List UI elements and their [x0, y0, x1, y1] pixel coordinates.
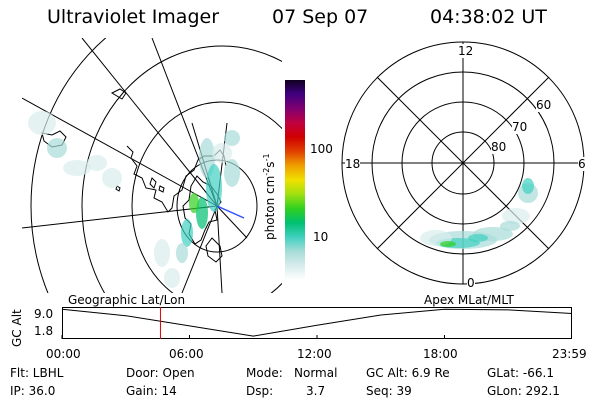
- alt-xtick-3: 18:00: [423, 347, 458, 361]
- aurora-pixel: [502, 208, 530, 224]
- aurora-pixel: [196, 197, 208, 229]
- aurora-pixel: [154, 239, 170, 267]
- aurora-pixel: [522, 178, 534, 194]
- lon-line: [151, 38, 218, 207]
- colorbar-tick-10: 10: [313, 230, 329, 244]
- aurora-pixel: [440, 241, 456, 247]
- coastline: [205, 237, 223, 263]
- aurora-pixel: [224, 159, 240, 187]
- alt-xtick-1: 06:00: [169, 347, 204, 361]
- lat-circle: [131, 101, 282, 293]
- seq-info: Seq: 39: [366, 384, 412, 398]
- lon-line: [22, 97, 218, 207]
- alt-xtick-4: 23:59: [552, 347, 587, 361]
- alt-xtick-2: 12:00: [297, 347, 332, 361]
- flt-info: Flt: LBHL: [10, 366, 64, 380]
- gc-alt-info: GC Alt: 6.9 Re: [366, 366, 450, 380]
- mlat-label-70: 70: [512, 120, 528, 134]
- lon-line: [216, 205, 223, 293]
- lat-circle: [81, 45, 282, 293]
- coastline: [115, 185, 121, 192]
- polar-plot-title: Apex MLat/MLT: [424, 293, 514, 307]
- time-label: 04:38:02 UT: [430, 6, 547, 28]
- aurora-pixel: [28, 111, 56, 135]
- ip-info: IP: 36.0: [10, 384, 56, 398]
- glon-info: GLon: 292.1: [487, 384, 560, 398]
- aurora-pixel: [47, 138, 67, 158]
- alt-ytick-9: 9.0: [34, 307, 54, 321]
- colorbar-label: photon cm-2s-1: [262, 153, 277, 240]
- glat-info: GLat: -66.1: [487, 366, 554, 380]
- alt-ytick-1-8: 1.8: [34, 324, 54, 338]
- aurora-pixel: [500, 221, 520, 231]
- coastline: [110, 88, 127, 100]
- aurora-pixel: [212, 143, 232, 163]
- mode-value: Normal: [294, 366, 338, 380]
- aurora-pixel: [468, 234, 488, 242]
- aurora-pixel: [206, 164, 222, 212]
- lon-line: [216, 205, 248, 239]
- app-title: Ultraviolet Imager: [47, 6, 220, 28]
- aurora-pixel: [176, 243, 188, 263]
- mlt-label-18: 18: [345, 157, 361, 171]
- mlt-line: [376, 76, 550, 250]
- direction-line: [216, 205, 245, 219]
- aurora-pixel: [102, 168, 122, 188]
- mode-label: Mode:: [246, 366, 283, 380]
- coastline: [149, 177, 157, 189]
- lon-line: [22, 205, 218, 229]
- polar-plot: [341, 41, 585, 285]
- mlt-label-12: 12: [458, 44, 474, 58]
- colorbar: [285, 80, 305, 280]
- aurora-pixel: [189, 193, 199, 213]
- aurora-pixel: [87, 155, 107, 171]
- mlat-label-60: 60: [536, 98, 552, 112]
- aurora-pixel: [224, 130, 240, 146]
- lon-line: [181, 205, 218, 293]
- dsp-value: 3.7: [306, 384, 326, 398]
- gain-info: Gain: 14: [126, 384, 177, 398]
- mlt-label-6: 6: [578, 157, 586, 171]
- alt-ylabel: GC Alt: [10, 309, 24, 347]
- geographic-map: [22, 38, 282, 293]
- date-label: 07 Sep 07: [272, 6, 369, 28]
- mlat-label-80: 80: [491, 140, 507, 154]
- dsp-label: Dsp:: [246, 384, 274, 398]
- altitude-plot: [61, 307, 573, 339]
- aurora-pixel: [181, 219, 193, 247]
- colorbar-tick-100: 100: [310, 142, 333, 156]
- aurora-pixel: [63, 160, 91, 176]
- alt-xtick-0: 00:00: [46, 347, 81, 361]
- door-info: Door: Open: [126, 366, 195, 380]
- mlt-label-0: 0: [467, 276, 475, 290]
- lat-circle: [30, 38, 107, 293]
- lon-line: [81, 38, 218, 207]
- aurora-pixel: [164, 268, 180, 288]
- geo-map-title: Geographic Lat/Lon: [68, 293, 186, 307]
- coastline: [158, 185, 165, 193]
